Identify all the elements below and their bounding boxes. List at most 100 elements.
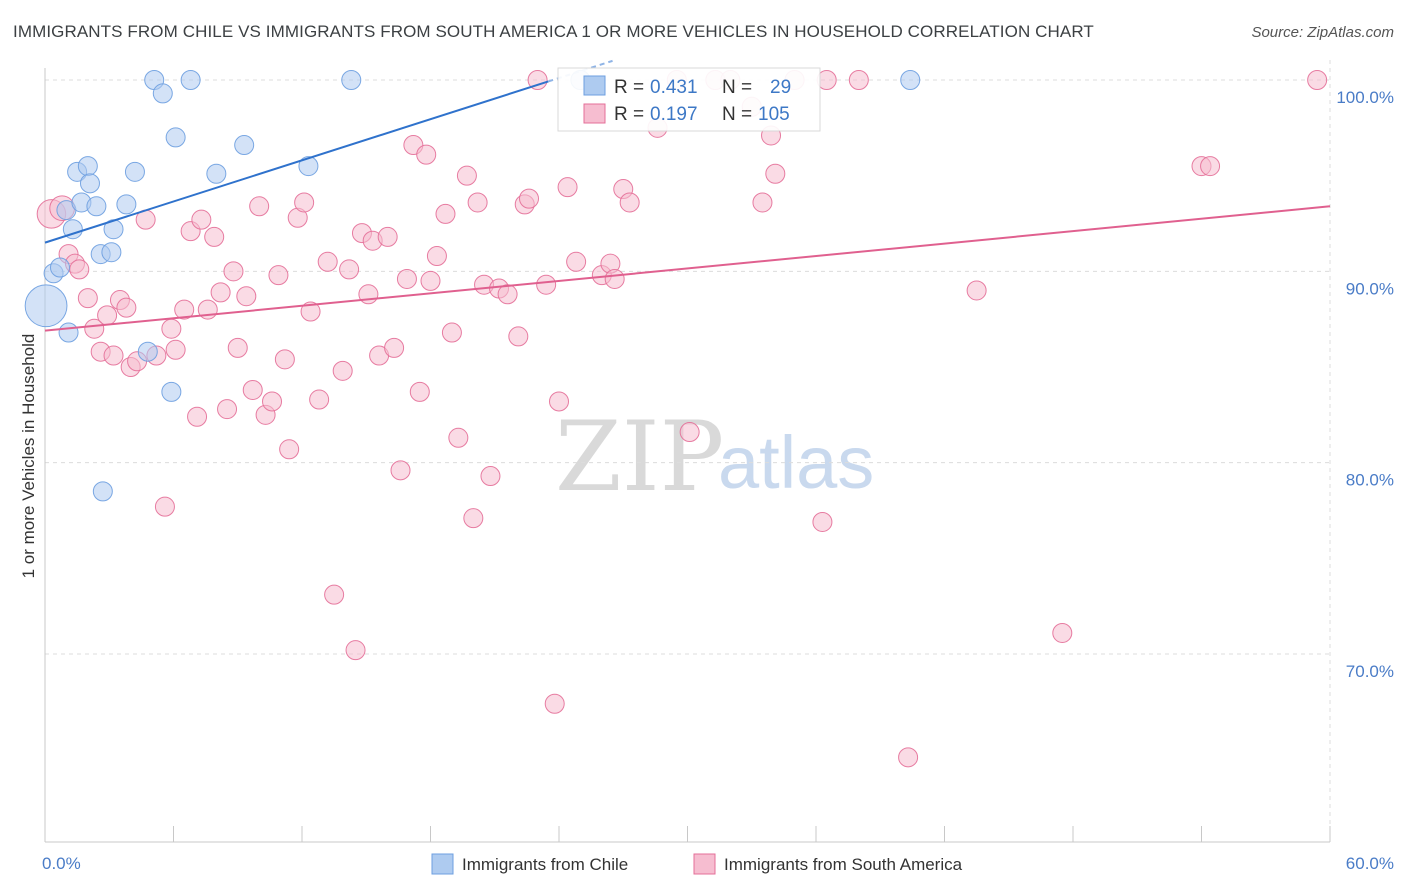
south-america-point-53	[396, 268, 417, 289]
watermark-zip: ZIP	[555, 401, 724, 513]
chile-point-0	[24, 284, 68, 328]
south-america-point-61	[448, 427, 469, 448]
stats-n-value-2: 105	[758, 104, 790, 125]
stats-n-value-1: 29	[770, 77, 791, 98]
south-america-point-27	[223, 261, 244, 282]
south-america-point-69	[508, 326, 529, 347]
axes	[44, 68, 1331, 843]
chile-point-10	[86, 196, 107, 217]
south-america-point-96	[898, 747, 919, 768]
south-america-point-80	[604, 268, 625, 289]
chile-point-9	[79, 173, 100, 194]
chile-point-23	[206, 163, 227, 184]
south-america-point-29	[236, 286, 257, 307]
chile-point-26	[341, 70, 362, 90]
south-america-point-28	[227, 337, 248, 358]
stats-swatch-chile	[583, 75, 606, 96]
south-america-point-18	[165, 339, 186, 360]
south-america-point-60	[441, 322, 462, 343]
chile-point-28	[900, 70, 921, 90]
south-america-point-97	[966, 280, 987, 301]
series-south-america-points	[36, 70, 1328, 768]
south-america-point-85	[679, 422, 700, 443]
south-america-point-55	[409, 381, 430, 402]
south-america-point-52	[390, 460, 411, 481]
legend-swatch-chile	[431, 853, 454, 875]
y-tick-label-1: 90.0%	[1346, 279, 1394, 298]
south-america-point-19	[174, 299, 195, 320]
south-america-point-63	[463, 508, 484, 529]
south-america-point-82	[619, 192, 640, 213]
chile-point-2	[49, 257, 70, 278]
chart-title: IMMIGRANTS FROM CHILE VS IMMIGRANTS FROM…	[13, 22, 1094, 41]
stats-n-label-2: N =	[722, 104, 752, 125]
south-america-point-41	[317, 251, 338, 272]
south-america-point-62	[456, 165, 477, 186]
chile-point-5	[62, 219, 83, 240]
south-america-point-58	[426, 246, 447, 267]
legend: Immigrants from Chile Immigrants from So…	[431, 853, 963, 875]
south-america-point-24	[204, 226, 225, 247]
south-america-point-34	[268, 265, 289, 286]
south-america-point-56	[416, 144, 437, 165]
south-america-point-25	[210, 282, 231, 303]
south-america-point-21	[187, 406, 208, 427]
chile-trend-line	[44, 80, 549, 244]
south-america-point-35	[274, 349, 295, 370]
south-america-point-57	[420, 270, 441, 291]
south-america-point-8	[97, 305, 118, 326]
chile-point-13	[101, 242, 122, 263]
south-america-point-36	[279, 439, 300, 460]
south-america-point-91	[765, 163, 786, 184]
legend-label-chile: Immigrants from Chile	[462, 855, 628, 874]
south-america-point-38	[294, 192, 315, 213]
stats-r-label-1: R =	[614, 77, 644, 98]
south-america-trend-line	[44, 205, 1331, 332]
stats-n-label-1: N =	[722, 77, 752, 98]
south-america-point-4	[69, 259, 90, 280]
chile-point-8	[77, 156, 98, 177]
south-america-point-22	[191, 209, 212, 230]
south-america-point-68	[497, 284, 518, 305]
legend-label-south-america: Immigrants from South America	[724, 855, 963, 874]
chile-point-12	[92, 481, 113, 502]
south-america-point-39	[300, 301, 321, 322]
chile-point-21	[165, 127, 186, 148]
stats-swatch-south-america	[583, 103, 606, 124]
south-america-point-74	[544, 693, 565, 714]
south-america-point-77	[566, 251, 587, 272]
south-america-point-33	[262, 391, 283, 412]
south-america-point-45	[345, 640, 366, 661]
south-america-point-66	[480, 466, 501, 487]
chile-point-16	[124, 161, 145, 182]
south-america-point-72	[527, 70, 548, 90]
chile-point-4	[58, 322, 79, 343]
stats-r-value-1: 0.431	[650, 77, 698, 98]
tick-labels: 100.0% 90.0% 80.0% 70.0% 0.0% 60.0%	[42, 88, 1394, 873]
stats-r-value-2: 0.197	[650, 104, 698, 125]
south-america-point-26	[217, 399, 238, 420]
south-america-point-76	[557, 177, 578, 198]
south-america-point-17	[161, 318, 182, 339]
south-america-point-6	[84, 318, 105, 339]
y-tick-label-3: 70.0%	[1346, 662, 1394, 681]
x-tick-label-0: 0.0%	[42, 854, 81, 873]
south-america-point-30	[242, 379, 263, 400]
south-america-point-5	[77, 288, 98, 309]
south-america-point-100	[1200, 156, 1221, 177]
y-tick-label-0: 100.0%	[1336, 88, 1394, 107]
south-america-point-9	[103, 345, 124, 366]
south-america-point-75	[549, 391, 569, 412]
chile-point-15	[116, 194, 137, 215]
chile-point-17	[137, 341, 158, 362]
series-chile-points	[24, 70, 921, 502]
source-credit: Source: ZipAtlas.com	[1251, 24, 1394, 41]
y-axis-label: 1 or more Vehicles in Household	[19, 334, 38, 579]
stats-box: R = 0.431 N = 29 R = 0.197 N = 105	[557, 67, 821, 132]
south-america-point-11	[116, 297, 137, 318]
y-tick-label-2: 80.0%	[1346, 471, 1394, 490]
south-america-point-98	[1052, 622, 1073, 643]
south-america-point-40	[309, 389, 330, 410]
south-america-point-71	[519, 188, 540, 209]
